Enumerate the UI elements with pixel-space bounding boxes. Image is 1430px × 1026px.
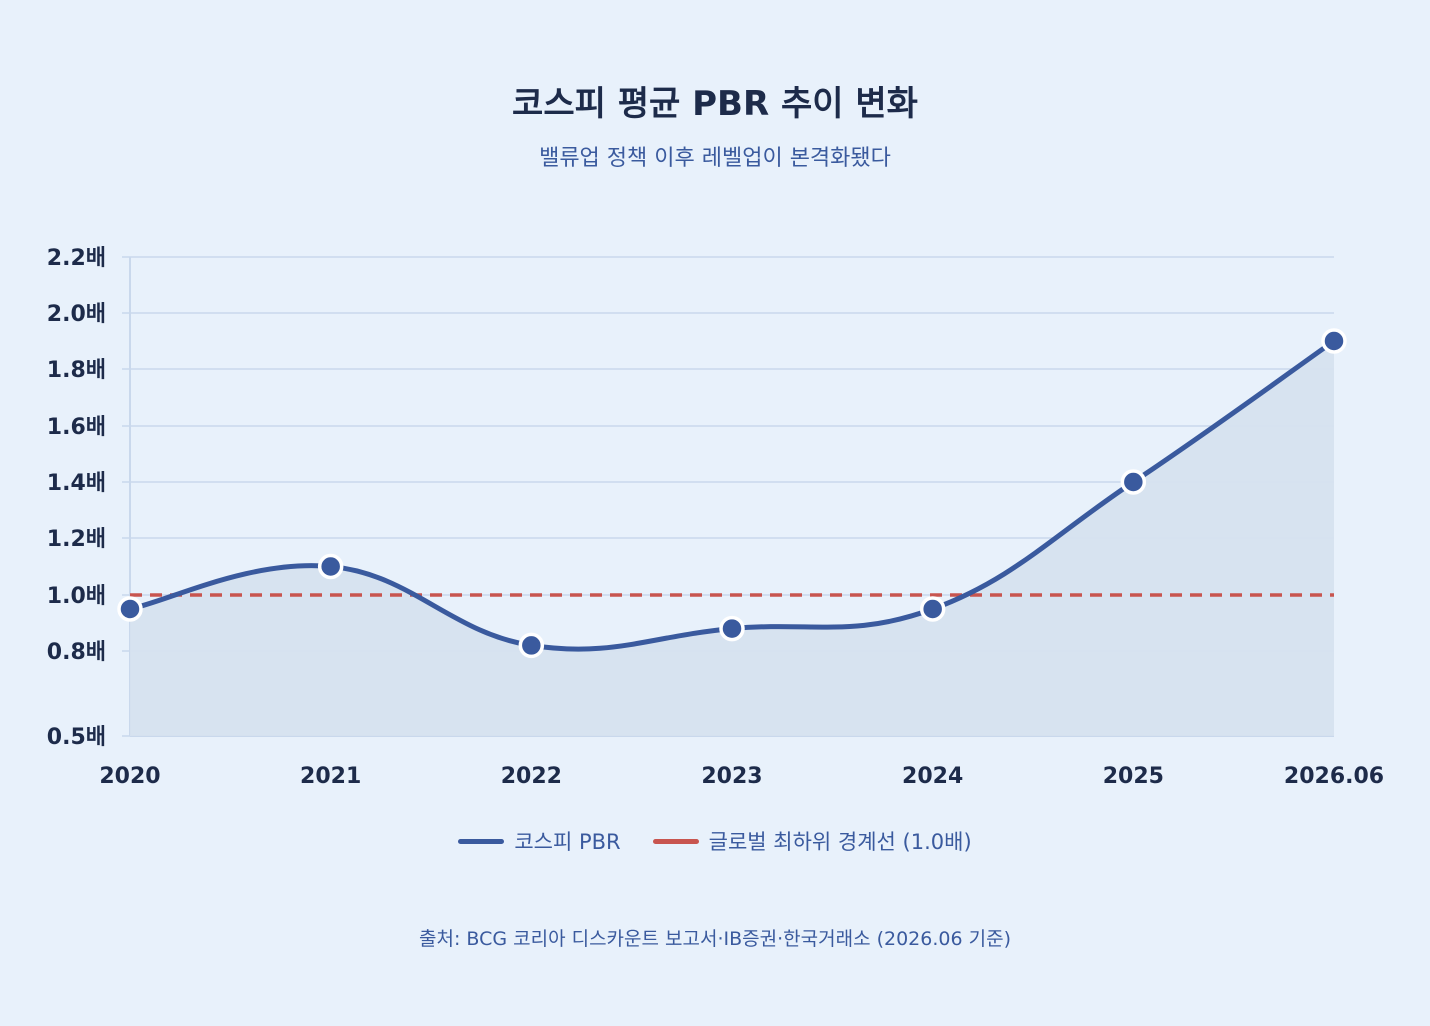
x-tick-label: 2024: [902, 764, 963, 789]
legend-swatch-threshold: [652, 838, 699, 844]
legend: 코스피 PBR 글로벌 최하위 경계선 (1.0배): [0, 826, 1430, 856]
legend-item-series: 코스피 PBR: [458, 826, 621, 856]
data-point: [518, 632, 545, 659]
y-tick-label: 0.5배: [47, 725, 106, 750]
chart-title: 코스피 평균 PBR 추이 변화: [512, 84, 918, 124]
data-point: [317, 553, 344, 580]
x-tick-label: 2026.06: [1284, 764, 1384, 789]
data-point: [117, 596, 143, 622]
data-point: [919, 596, 946, 622]
data-point: [1120, 469, 1147, 495]
y-tick-label: 2.0배: [47, 302, 106, 327]
x-tick-label: 2022: [501, 764, 562, 789]
y-tick-label: 2.2배: [47, 246, 106, 271]
y-tick-label: 1.8배: [47, 358, 106, 383]
legend-label-threshold: 글로벌 최하위 경계선 (1.0배): [708, 830, 972, 854]
source-note: 출처: BCG 코리아 디스카운트 보고서·IB증권·한국거래소 (2026.0…: [418, 928, 1011, 950]
legend-label-series: 코스피 PBR: [514, 830, 621, 854]
y-tick-label: 0.8배: [47, 640, 106, 665]
y-tick-label: 1.2배: [47, 527, 106, 552]
data-point: [719, 615, 745, 642]
x-tick-label: 2020: [99, 764, 160, 789]
x-tick-label: 2025: [1103, 764, 1164, 789]
legend-item-threshold: 글로벌 최하위 경계선 (1.0배): [652, 826, 972, 856]
y-tick-label: 1.0배: [47, 584, 106, 609]
chart-subtitle: 밸류업 정책 이후 레벨업이 본격화됐다: [539, 146, 891, 171]
legend-swatch-series: [458, 838, 505, 844]
y-tick-label: 1.6배: [47, 415, 106, 440]
data-point: [1321, 328, 1347, 354]
y-tick-label: 1.4배: [47, 471, 106, 496]
series-area: [130, 341, 1334, 736]
x-tick-label: 2023: [701, 764, 762, 789]
x-tick-label: 2021: [300, 764, 361, 789]
